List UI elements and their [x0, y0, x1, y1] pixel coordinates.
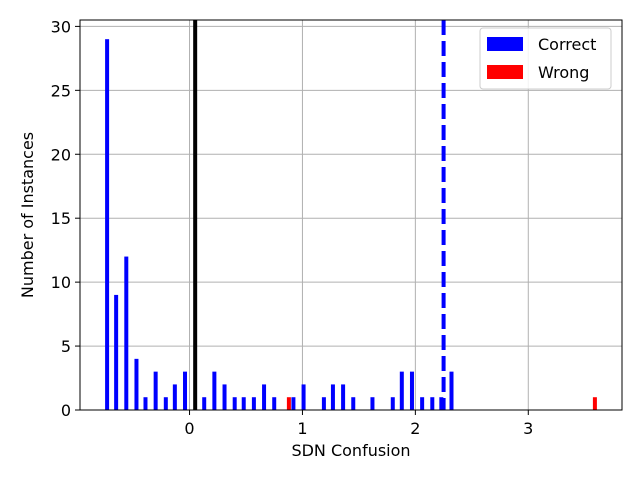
bar-correct — [212, 371, 217, 410]
bar-correct — [202, 397, 207, 410]
bar-correct — [399, 371, 404, 410]
bar-correct — [291, 397, 296, 410]
legend-label-wrong: Wrong — [538, 63, 589, 82]
bar-correct — [449, 371, 454, 410]
bar-wrong — [592, 397, 597, 410]
y-axis-label: Number of Instances — [18, 132, 37, 298]
bar-correct — [153, 371, 158, 410]
y-tick-label: 20 — [51, 145, 71, 164]
bar-correct — [272, 397, 277, 410]
bar-correct — [430, 397, 435, 410]
legend: Correct Wrong — [479, 27, 612, 90]
bar-correct — [321, 397, 326, 410]
y-tick-label: 10 — [51, 273, 71, 292]
legend-label-correct: Correct — [538, 35, 596, 54]
y-tick-label: 0 — [61, 401, 71, 420]
bar-correct — [301, 384, 306, 410]
bar-correct — [420, 397, 425, 410]
bar-correct — [330, 384, 335, 410]
x-tick-label: 3 — [523, 419, 533, 438]
bar-correct — [114, 294, 119, 410]
bar-correct — [370, 397, 375, 410]
bar-correct — [163, 397, 168, 410]
bar-correct — [409, 371, 414, 410]
bar-correct — [390, 397, 395, 410]
bars — [105, 39, 597, 410]
bar-correct — [134, 358, 139, 410]
reference-lines — [193, 20, 446, 410]
x-axis-label: SDN Confusion — [291, 441, 410, 460]
y-tick-label: 15 — [51, 209, 71, 228]
bar-correct — [143, 397, 148, 410]
bar-correct — [172, 384, 177, 410]
bar-correct — [251, 397, 256, 410]
bar-correct — [341, 384, 346, 410]
bar-wrong — [286, 397, 291, 410]
y-tick-label: 30 — [51, 17, 71, 36]
bar-correct — [124, 256, 129, 410]
legend-swatch-correct — [487, 37, 523, 51]
bar-correct — [105, 39, 110, 410]
y-tick-label: 5 — [61, 337, 71, 356]
bar-correct — [241, 397, 246, 410]
y-tick-label: 25 — [51, 81, 71, 100]
grid-lines — [80, 20, 622, 411]
plot-frame — [79, 19, 623, 411]
legend-swatch-wrong — [487, 65, 523, 79]
bar-correct — [183, 371, 188, 410]
bar-correct — [439, 397, 444, 410]
bar-correct — [262, 384, 267, 410]
x-tick-label: 0 — [184, 419, 194, 438]
x-tick-label: 2 — [410, 419, 420, 438]
bar-correct — [222, 384, 227, 410]
x-tick-label: 1 — [297, 419, 307, 438]
bar-correct — [232, 397, 237, 410]
bar-correct — [351, 397, 356, 410]
